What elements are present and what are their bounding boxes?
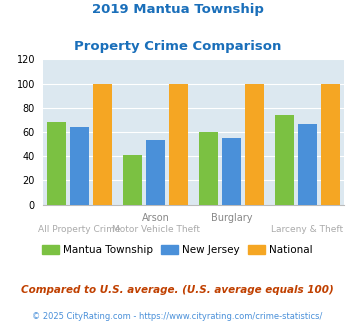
Bar: [222, 138, 241, 205]
Text: Burglary: Burglary: [211, 213, 252, 223]
Text: Arson: Arson: [142, 213, 169, 223]
Bar: [123, 155, 142, 205]
Bar: [297, 123, 317, 205]
Bar: [199, 132, 218, 205]
Bar: [275, 115, 294, 205]
Text: Larceny & Theft: Larceny & Theft: [271, 225, 343, 234]
Bar: [245, 83, 264, 205]
Bar: [70, 127, 89, 205]
Text: All Property Crime: All Property Crime: [38, 225, 121, 234]
Bar: [47, 122, 66, 205]
Bar: [146, 141, 165, 205]
Text: Motor Vehicle Theft: Motor Vehicle Theft: [111, 225, 200, 234]
Text: © 2025 CityRating.com - https://www.cityrating.com/crime-statistics/: © 2025 CityRating.com - https://www.city…: [32, 312, 323, 321]
Bar: [321, 83, 340, 205]
Bar: [93, 83, 112, 205]
Legend: Mantua Township, New Jersey, National: Mantua Township, New Jersey, National: [38, 241, 317, 259]
Text: 2019 Mantua Township: 2019 Mantua Township: [92, 3, 263, 16]
Bar: [169, 83, 188, 205]
Text: Property Crime Comparison: Property Crime Comparison: [74, 40, 281, 52]
Text: Compared to U.S. average. (U.S. average equals 100): Compared to U.S. average. (U.S. average …: [21, 285, 334, 295]
